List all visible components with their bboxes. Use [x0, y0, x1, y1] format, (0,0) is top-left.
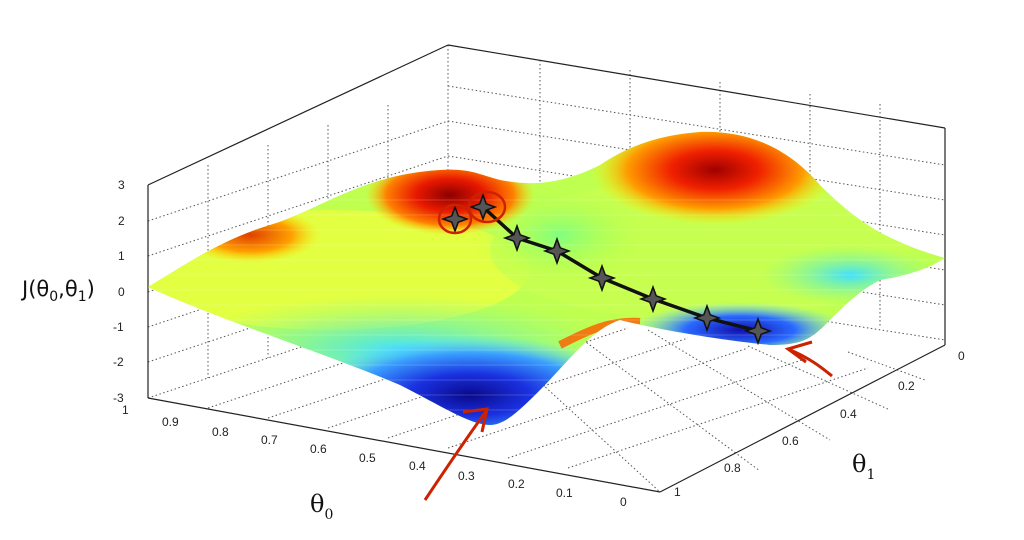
descent-step-marker: [440, 204, 470, 234]
x-tick: 0.9: [162, 415, 179, 429]
z-tick: 1: [118, 249, 125, 263]
descent-step-marker: [587, 263, 617, 293]
x-tick: 0.3: [458, 469, 475, 483]
y-tick: 0.2: [898, 379, 915, 393]
z-tick: 0: [118, 285, 125, 299]
z-tick: 3: [118, 178, 125, 192]
x-tick: 0.1: [556, 486, 573, 500]
descent-step-marker: [542, 236, 572, 266]
z-tick: -2: [113, 355, 124, 369]
descent-step-marker: [468, 192, 498, 222]
start-circle-2: [467, 190, 507, 224]
x-tick: 0.5: [359, 451, 376, 465]
y-tick: 0.6: [782, 434, 799, 448]
z-tick: -1: [113, 320, 124, 334]
z-axis-title: J(θ0,θ1): [20, 277, 95, 305]
x-tick: 0.7: [261, 433, 278, 447]
x-tick: 0.4: [409, 459, 426, 473]
y-tick: 0.8: [724, 461, 741, 475]
start-circle-1: [437, 203, 473, 235]
arrow-left-min: [423, 409, 489, 501]
x-tick: 0.6: [310, 442, 327, 456]
x-tick: 1: [122, 403, 129, 417]
x-axis-title: θ0: [310, 490, 333, 523]
cost-surface: [148, 131, 945, 425]
z-tick: 2: [118, 214, 125, 228]
y-axis-ticks: 0 0.2 0.4 0.6 0.8 1: [674, 349, 965, 499]
x-tick: 0.8: [212, 425, 229, 439]
arrow-left-min-head: [462, 407, 489, 433]
x-tick: 0.2: [508, 477, 525, 491]
descent-step-marker: [743, 316, 773, 346]
z-tick: -3: [113, 391, 124, 405]
annotations: [423, 190, 833, 501]
z-axis-ticks: 3 2 1 0 -1 -2 -3: [113, 178, 125, 405]
x-tick: 0: [620, 495, 627, 509]
descent-step-marker: [502, 223, 532, 253]
descent-step-marker: [692, 303, 722, 333]
descent-markers: [440, 192, 773, 346]
arrow-right-min-head: [784, 340, 813, 364]
y-tick: 1: [674, 485, 681, 499]
y-axis-title: θ1: [852, 450, 875, 483]
x-axis-ticks: 1 0.9 0.8 0.7 0.6 0.5 0.4 0.3 0.2 0.1 0: [122, 403, 627, 509]
y-tick: 0.4: [840, 407, 857, 421]
descent-step-marker: [638, 284, 668, 314]
axis-box: [147, 44, 946, 493]
y-tick: 0: [958, 349, 965, 363]
